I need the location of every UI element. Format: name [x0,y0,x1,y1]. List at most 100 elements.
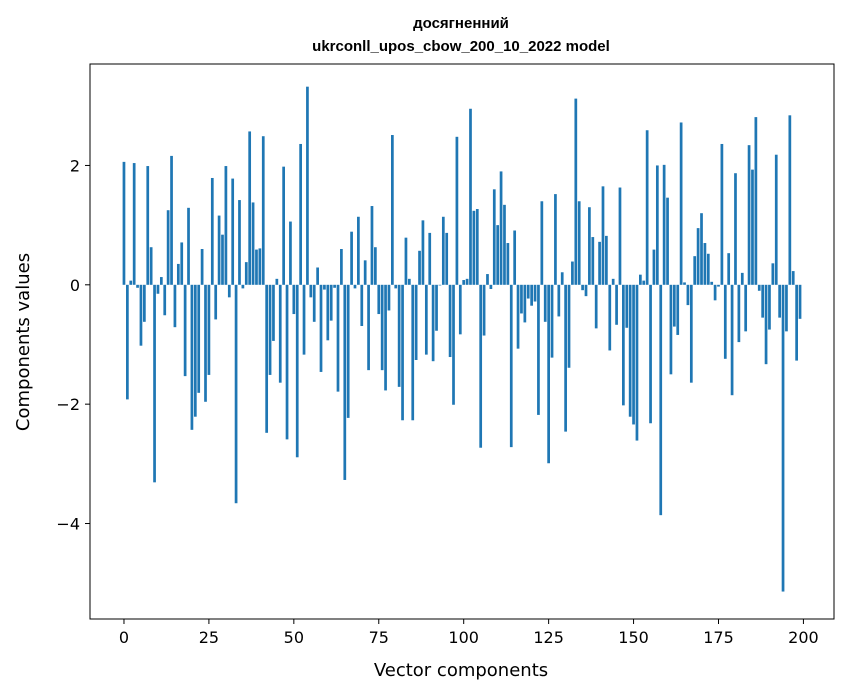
bar [622,284,625,406]
bar [258,248,262,285]
bar [448,284,452,358]
x-tick-label: 175 [703,628,734,647]
bar [149,247,153,285]
bar [268,284,272,375]
bar [618,187,622,285]
y-tick-label: −4 [56,515,80,534]
bar [282,166,285,285]
bar [319,284,323,372]
bar [340,249,343,285]
bar [299,143,302,285]
bar [132,163,136,285]
bar [397,284,401,387]
bar [193,284,197,417]
bar [744,284,748,332]
bar [774,154,778,285]
x-tick-label: 75 [369,628,389,647]
bar [126,284,129,400]
bar [489,284,493,289]
bar [200,249,204,285]
bar [486,274,489,285]
bar [323,284,326,290]
bar [367,284,370,371]
bar [591,237,595,285]
plot-frame [89,63,835,620]
bar [605,235,608,285]
bar [768,284,771,330]
bar [452,284,455,405]
bar [278,284,282,383]
bar [438,284,442,286]
bar [615,284,618,325]
bar [754,117,758,285]
bar [757,284,761,291]
bar [543,284,547,322]
bar [689,284,693,383]
bar [577,201,581,285]
bar [530,284,533,306]
bar [190,284,194,430]
bar [391,135,394,285]
bar [547,284,550,464]
bar [187,207,190,285]
x-tick-label: 125 [533,628,564,647]
bar [788,115,792,285]
bar [717,284,720,287]
bar [723,284,727,359]
bar [693,256,697,285]
bar [496,225,500,285]
bar [421,220,425,285]
bar [210,177,214,285]
bar [170,155,173,285]
bar [798,284,802,319]
bar [706,253,710,285]
bar [166,210,170,285]
bar [720,143,724,285]
bar [428,232,432,285]
bar [139,284,143,346]
bar [197,284,201,393]
bar [635,284,639,441]
bar [737,284,741,343]
bar [244,262,248,285]
bar [601,186,605,285]
bar [781,284,785,592]
bar [672,284,676,327]
bar [747,145,751,285]
bar [234,284,238,504]
bar [238,200,241,285]
y-tick-label: 0 [70,276,80,295]
bar [316,267,319,285]
bar [207,284,211,375]
bar [261,136,265,285]
bar [649,284,652,424]
bar [676,284,680,335]
bar [540,201,544,285]
bar [686,284,690,306]
bar [652,249,656,285]
bar [241,284,245,289]
bar [734,173,737,285]
bar [520,284,523,314]
bar [204,284,207,402]
bar [455,136,459,285]
bar [143,284,146,322]
bar [533,284,537,302]
bar [173,284,177,328]
bar [329,284,333,321]
bar [255,249,258,285]
x-tick-label: 200 [788,628,819,647]
bar [564,284,567,432]
bar [683,282,686,285]
x-tick-label: 25 [199,628,219,647]
bar [214,284,218,320]
bar [679,122,683,285]
bar [537,284,540,415]
bar [791,271,795,285]
bar [764,284,768,365]
bar [550,284,554,358]
bar [343,284,347,480]
bar [778,284,781,318]
bar [730,284,734,396]
